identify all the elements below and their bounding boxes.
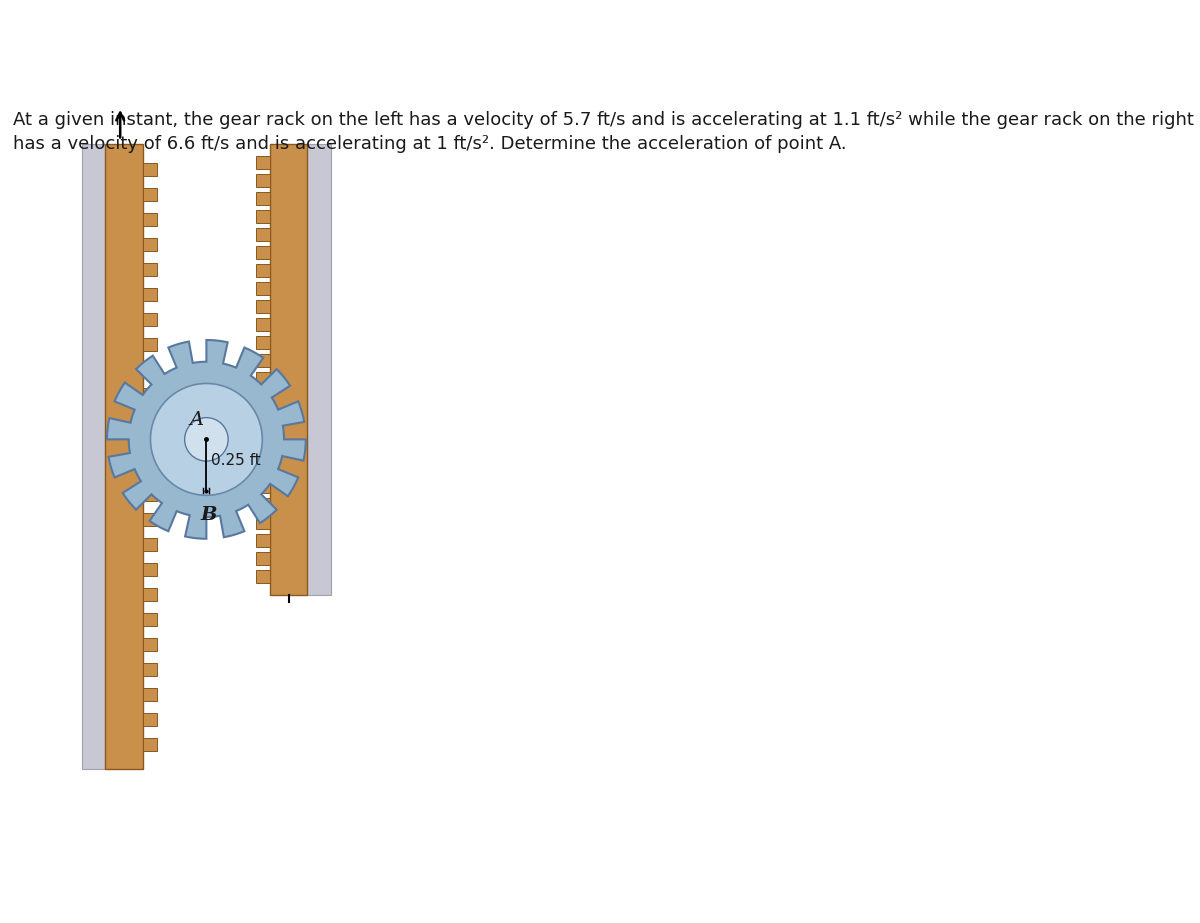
Bar xyxy=(256,570,270,582)
Bar xyxy=(143,689,157,701)
Bar xyxy=(256,282,270,294)
Bar xyxy=(143,663,157,676)
Bar xyxy=(256,318,270,330)
Bar xyxy=(256,192,270,205)
Bar xyxy=(256,156,270,169)
Bar xyxy=(256,210,270,222)
Bar xyxy=(143,163,157,175)
Bar xyxy=(143,738,157,750)
Bar xyxy=(143,388,157,401)
Bar xyxy=(256,408,270,421)
Bar xyxy=(256,228,270,241)
Bar xyxy=(256,462,270,474)
Circle shape xyxy=(150,383,263,496)
Text: 0.25 ft: 0.25 ft xyxy=(211,453,260,468)
Bar xyxy=(256,354,270,366)
Bar xyxy=(143,638,157,651)
Bar xyxy=(307,144,331,594)
Bar xyxy=(256,336,270,349)
Bar xyxy=(143,438,157,450)
Bar xyxy=(143,513,157,525)
Bar xyxy=(143,338,157,351)
Bar xyxy=(256,534,270,546)
Bar xyxy=(256,372,270,385)
Bar xyxy=(106,144,143,770)
Bar xyxy=(143,238,157,250)
Bar xyxy=(256,480,270,493)
Bar xyxy=(143,613,157,626)
Bar xyxy=(143,463,157,475)
Bar xyxy=(256,426,270,438)
Polygon shape xyxy=(107,340,306,539)
Bar xyxy=(256,444,270,457)
Bar xyxy=(143,563,157,576)
Bar xyxy=(256,553,270,565)
Text: B: B xyxy=(200,507,217,524)
Bar xyxy=(143,538,157,550)
Bar xyxy=(143,488,157,500)
Bar xyxy=(270,144,307,594)
Bar xyxy=(256,300,270,313)
Bar xyxy=(256,498,270,510)
Bar xyxy=(143,313,157,326)
Bar xyxy=(143,363,157,376)
Bar xyxy=(143,188,157,200)
Circle shape xyxy=(185,417,228,462)
Text: A: A xyxy=(190,412,204,429)
Bar xyxy=(82,144,106,770)
Bar xyxy=(143,588,157,601)
Bar xyxy=(256,390,270,402)
Bar xyxy=(256,516,270,529)
Bar xyxy=(143,213,157,225)
Bar xyxy=(143,414,157,426)
Text: At a given instant, the gear rack on the left has a velocity of 5.7 ft/s and is : At a given instant, the gear rack on the… xyxy=(13,111,1194,152)
Bar xyxy=(143,713,157,725)
Bar xyxy=(143,288,157,301)
Bar xyxy=(143,263,157,276)
Bar xyxy=(256,246,270,258)
Bar xyxy=(256,174,270,186)
Bar xyxy=(256,264,270,277)
